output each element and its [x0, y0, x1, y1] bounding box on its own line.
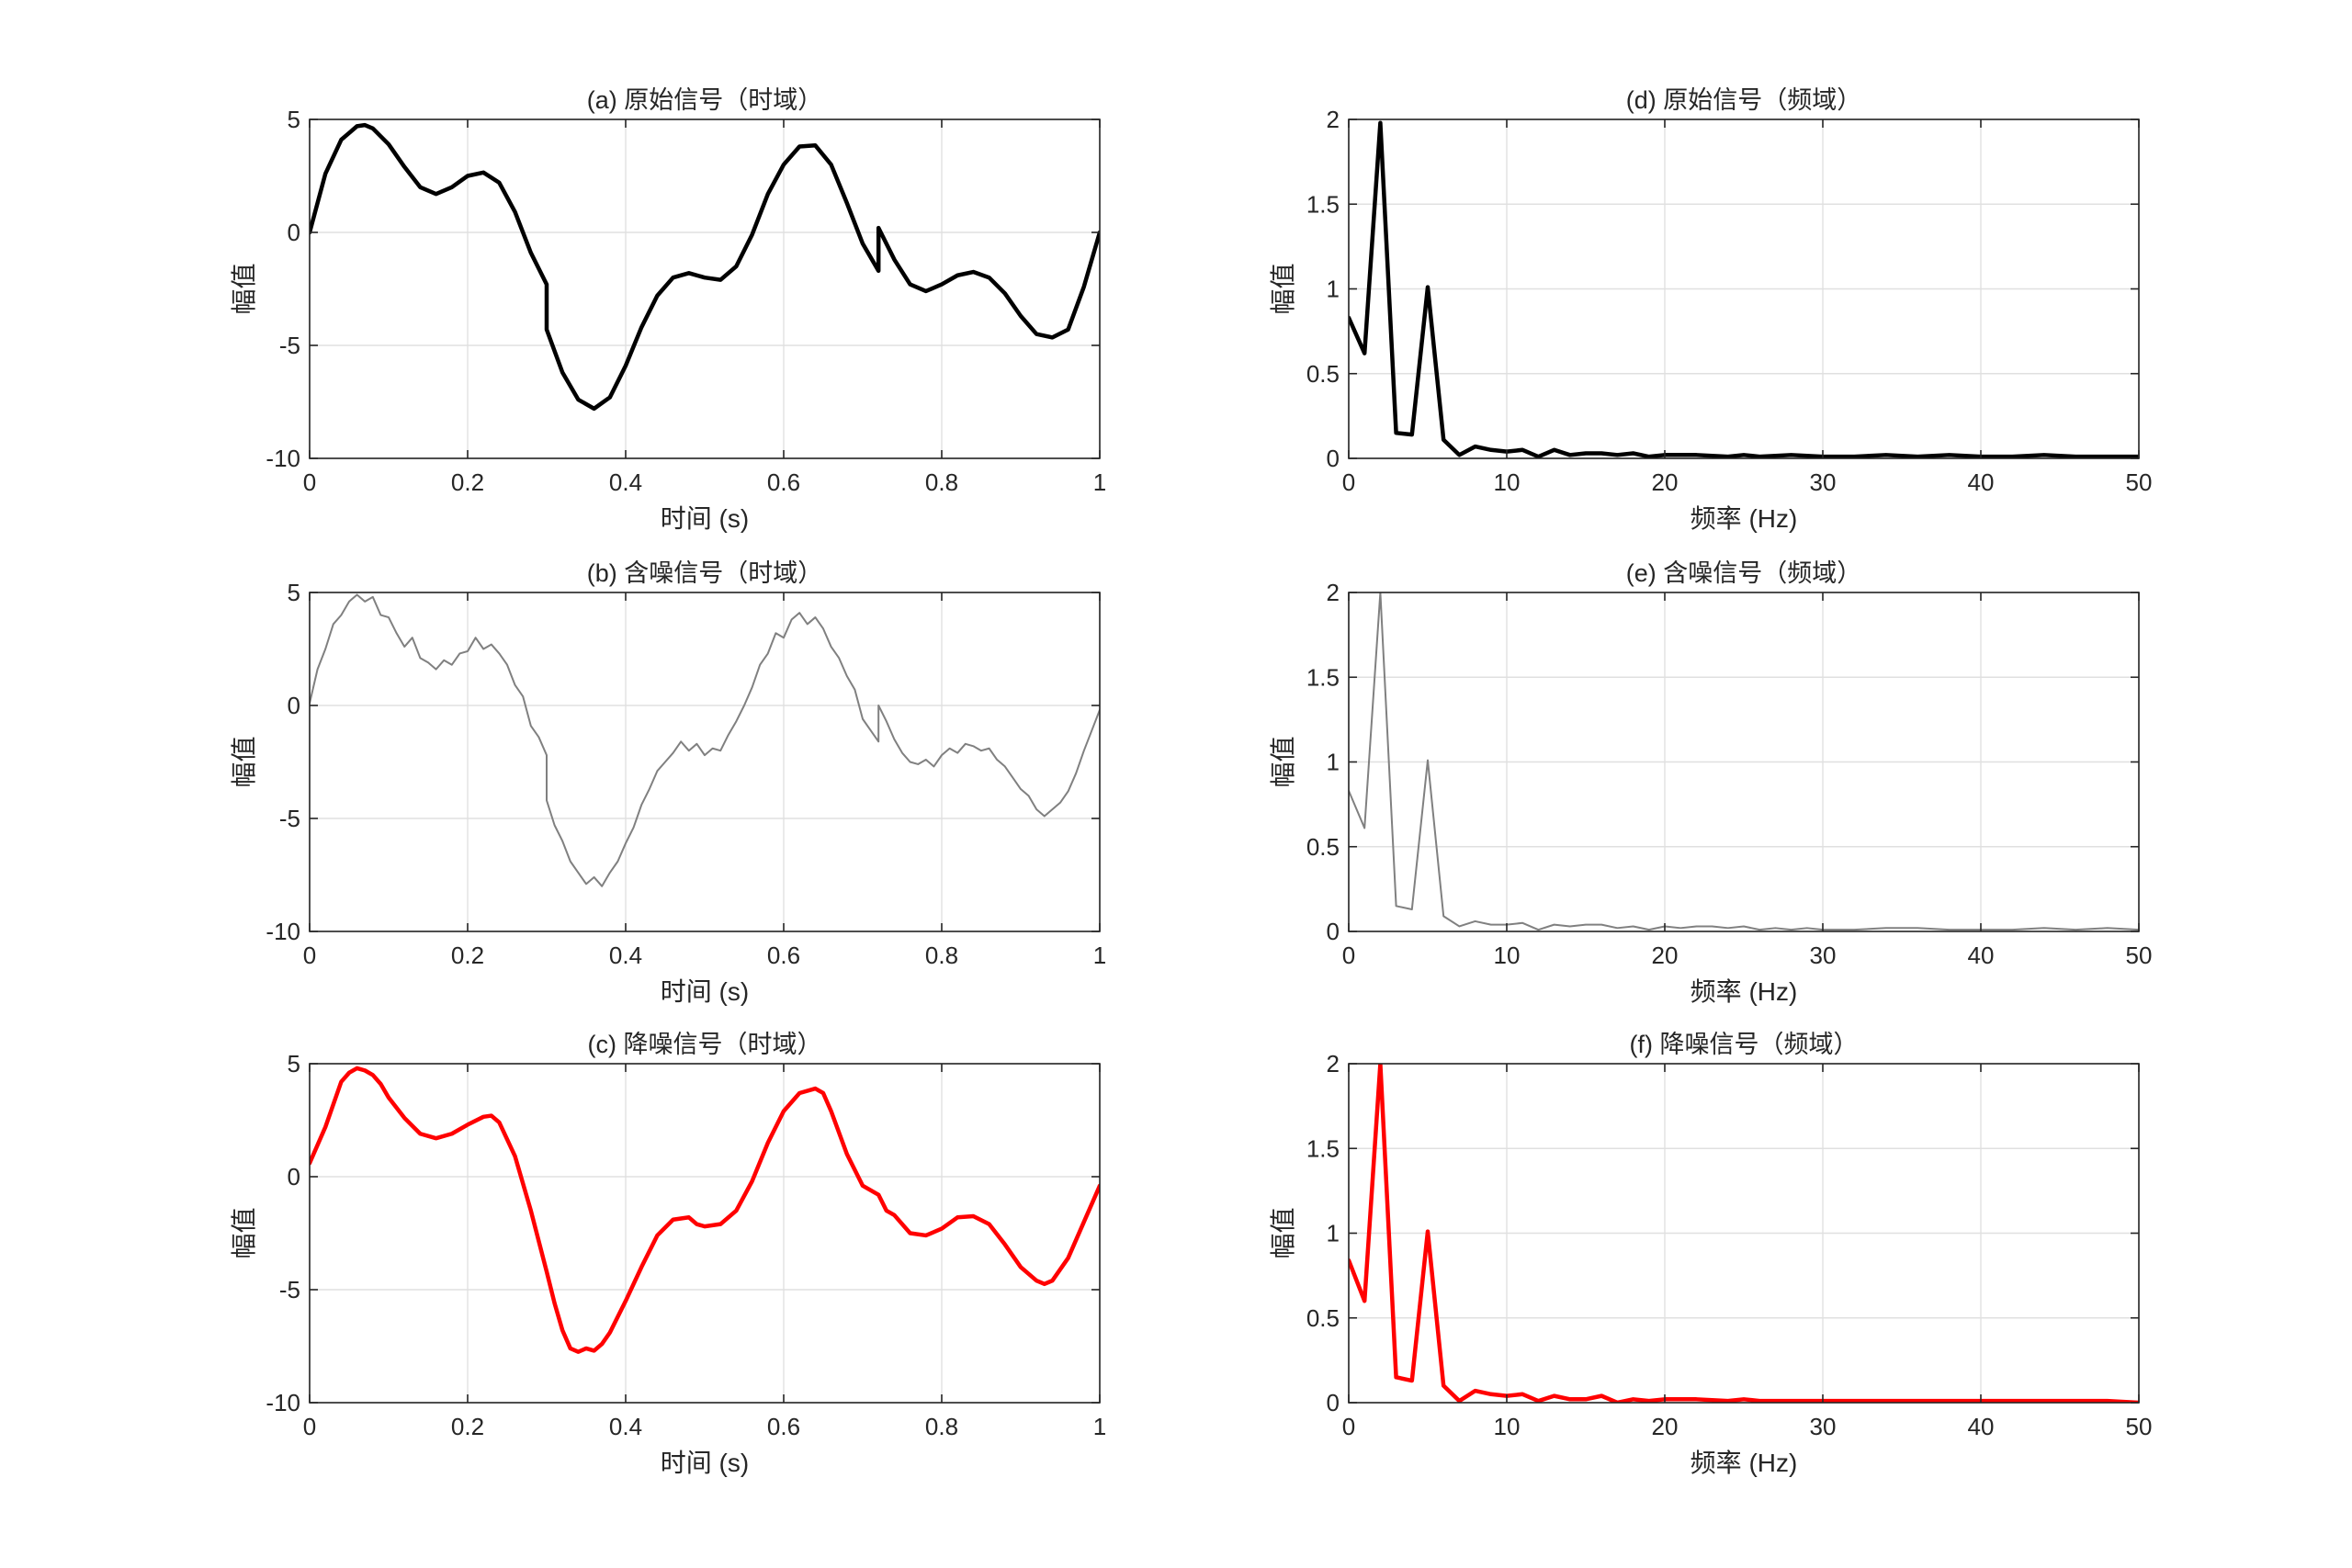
panel-c: 0 0.2 0.4 0.6 0.8 1 -10 -5 0 5 (c) 降噪信号（时域） 时间 (s) 幅…: [230, 1031, 1106, 1477]
y-tick-label: 1.5: [1306, 1134, 1340, 1162]
x-tick-label: 30: [1810, 468, 1837, 496]
y-tick-label: 0.5: [1306, 360, 1340, 388]
y-tick-label: 0.5: [1306, 1304, 1340, 1332]
panel-d: 0 10 20 30 40 50 0 0.5 1 1.5 2 (d) 原始信号（频域） 频率 (Hz) 幅…: [1269, 86, 2152, 533]
x-tick-label: 40: [1968, 942, 1995, 969]
axes-box: [309, 118, 1101, 459]
y-tick-label: 5: [288, 1050, 300, 1077]
x-tick-label: 40: [1968, 468, 1995, 496]
x-tick-label: 20: [1652, 942, 1679, 969]
chart-title: (a) 原始信号（时域）: [587, 86, 823, 114]
panel-e: 0 10 20 30 40 50 0 0.5 1 1.5 2 (e) 含噪信号（频域） 频率 (Hz) 幅…: [1269, 559, 2152, 1006]
y-tick-label: -5: [279, 1276, 300, 1303]
x-tick-label: 1: [1093, 942, 1106, 969]
x-tick-label: 1: [1093, 1413, 1106, 1440]
y-tick-label: -10: [266, 1389, 300, 1416]
panel-f: 0 10 20 30 40 50 0 0.5 1 1.5 2 (f) 降噪信号（频域） 频率 (Hz) 幅…: [1269, 1031, 2152, 1477]
series-line-c-0: [310, 1066, 1100, 1354]
x-tick-label: 0: [303, 468, 316, 496]
axes-box: [309, 1063, 1101, 1404]
x-tick-label: 0.8: [925, 942, 958, 969]
y-tick-label: 0: [1327, 918, 1340, 945]
x-tick-label: 0: [1342, 468, 1355, 496]
x-axis-label: 时间 (s): [661, 504, 749, 533]
x-tick-label: 1: [1093, 468, 1106, 496]
x-tick-label: 20: [1652, 468, 1679, 496]
x-tick-label: 20: [1652, 1413, 1679, 1440]
axes-box: [309, 592, 1101, 932]
x-tick-label: 40: [1968, 1413, 1995, 1440]
y-tick-label: 2: [1327, 1050, 1340, 1077]
y-axis-label: 幅值: [230, 1207, 258, 1258]
y-tick-label: 1.5: [1306, 663, 1340, 691]
x-tick-label: 0.6: [767, 1413, 800, 1440]
y-tick-label: -5: [279, 805, 300, 832]
series-line-d-0: [1349, 120, 2139, 458]
x-tick-label: 0.6: [767, 468, 800, 496]
chart-title: (b) 含噪信号（时域）: [587, 559, 823, 587]
chart-title: (e) 含噪信号（频域）: [1626, 559, 1862, 587]
x-axis-label: 频率 (Hz): [1690, 977, 1798, 1006]
y-tick-label: 0: [1327, 445, 1340, 472]
x-tick-label: 50: [2126, 468, 2153, 496]
x-tick-label: 50: [2126, 1413, 2153, 1440]
y-tick-label: 0: [288, 692, 300, 719]
x-axis-label: 时间 (s): [661, 1449, 749, 1477]
x-tick-label: 0: [1342, 942, 1355, 969]
y-axis-label: 幅值: [1269, 1207, 1297, 1258]
x-tick-label: 10: [1494, 1413, 1521, 1440]
x-tick-label: 50: [2126, 942, 2153, 969]
y-tick-label: 1: [1327, 749, 1340, 776]
y-tick-label: 0.5: [1306, 833, 1340, 861]
x-tick-label: 0: [1342, 1413, 1355, 1440]
y-axis-label: 幅值: [230, 736, 258, 787]
x-tick-label: 0.2: [451, 1413, 484, 1440]
x-tick-label: 30: [1810, 1413, 1837, 1440]
y-axis-label: 幅值: [230, 263, 258, 314]
y-tick-label: 1: [1327, 1220, 1340, 1247]
x-tick-label: 30: [1810, 942, 1837, 969]
panel-a: 0 0.2 0.4 0.6 0.8 1 -10 -5 0 5 (a) 原始信号（时域） 时间 (s) 幅…: [230, 86, 1106, 533]
chart-title: (c) 降噪信号（时域）: [588, 1031, 822, 1058]
y-tick-label: 5: [288, 106, 300, 133]
y-tick-label: 2: [1327, 106, 1340, 133]
x-tick-label: 0.4: [609, 1413, 642, 1440]
y-tick-label: 2: [1327, 579, 1340, 606]
x-tick-label: 0.8: [925, 468, 958, 496]
x-axis-label: 频率 (Hz): [1690, 504, 1798, 533]
series-line-b-0: [310, 593, 1100, 887]
series-line-f-0: [1349, 1064, 2139, 1403]
x-tick-label: 10: [1494, 468, 1521, 496]
series-line-a-0: [310, 122, 1100, 412]
y-tick-label: -10: [266, 918, 300, 945]
y-tick-label: 0: [288, 1163, 300, 1190]
chart-title: (f) 降噪信号（频域）: [1630, 1031, 1859, 1058]
y-axis-label: 幅值: [1269, 263, 1297, 314]
x-tick-label: 0.8: [925, 1413, 958, 1440]
x-tick-label: 0.6: [767, 942, 800, 969]
x-tick-label: 10: [1494, 942, 1521, 969]
x-tick-label: 0: [303, 942, 316, 969]
y-axis-label: 幅值: [1269, 736, 1297, 787]
x-axis-label: 频率 (Hz): [1690, 1449, 1798, 1477]
x-tick-label: 0.4: [609, 468, 642, 496]
y-tick-label: 1: [1327, 276, 1340, 303]
x-tick-label: 0: [303, 1413, 316, 1440]
x-axis-label: 时间 (s): [661, 977, 749, 1006]
y-tick-label: 0: [288, 219, 300, 246]
y-tick-label: 0: [1327, 1389, 1340, 1416]
panel-b: 0 0.2 0.4 0.6 0.8 1 -10 -5 0 5 (b) 含噪信号（时域） 时间 (s) 幅…: [230, 559, 1106, 1006]
x-tick-label: 0.2: [451, 942, 484, 969]
y-tick-label: 1.5: [1306, 190, 1340, 218]
y-tick-label: -5: [279, 332, 300, 359]
chart-title: (d) 原始信号（频域）: [1626, 86, 1862, 114]
x-tick-label: 0.4: [609, 942, 642, 969]
x-tick-label: 0.2: [451, 468, 484, 496]
y-tick-label: 5: [288, 579, 300, 606]
y-tick-label: -10: [266, 445, 300, 472]
